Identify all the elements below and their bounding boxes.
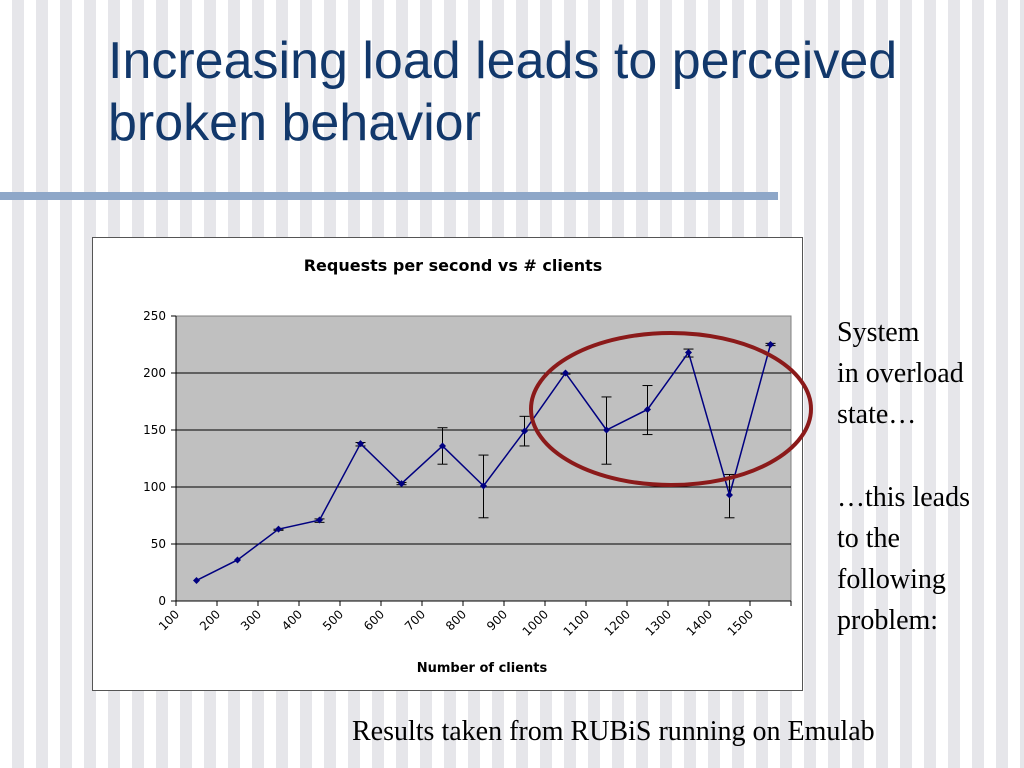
data-point-900 (521, 427, 528, 435)
source-note: Results taken from RUBiS running on Emul… (352, 716, 875, 747)
x-tick-label-600: 600 (361, 607, 387, 633)
data-point-800 (480, 482, 487, 490)
x-tick-label-900: 900 (484, 607, 510, 633)
overload-note: System in overload state… (837, 317, 964, 430)
x-tick-label-300: 300 (238, 607, 264, 633)
data-point-300 (275, 525, 282, 533)
x-tick-label-400: 400 (279, 607, 305, 633)
y-tick-label-100: 100 (143, 480, 166, 494)
data-point-500 (357, 440, 364, 448)
slide-title: Increasing load leads to perceived broke… (108, 32, 898, 152)
x-tick-label-200: 200 (197, 607, 223, 633)
x-tick-label-700: 700 (402, 607, 428, 633)
y-tick-label-150: 150 (143, 423, 166, 437)
x-tick-label-1200: 1200 (602, 607, 633, 638)
data-point-100 (193, 576, 200, 584)
x-tick-label-1400: 1400 (684, 607, 715, 638)
x-axis-title: Number of clients (417, 661, 548, 676)
x-tick-label-1500: 1500 (725, 607, 756, 638)
y-tick-label-50: 50 (151, 537, 166, 551)
x-tick-label-100: 100 (156, 607, 182, 633)
title-divider (0, 192, 778, 200)
x-tick-label-1100: 1100 (561, 607, 592, 638)
chart-title: Requests per second vs # clients (304, 256, 603, 275)
x-tick-label-1000: 1000 (520, 607, 551, 638)
data-point-200 (234, 556, 241, 564)
x-axis-ticks: 100 200 300 400 500 600 700 800 900 1000 1100 1200 1… (156, 601, 792, 639)
x-tick-label-500: 500 (320, 607, 346, 633)
y-axis-ticks: 0 50 100 150 200 250 (143, 309, 176, 608)
y-tick-label-250: 250 (143, 309, 166, 323)
data-point-600 (398, 480, 405, 488)
y-tick-label-0: 0 (158, 594, 166, 608)
axes (175, 316, 791, 602)
x-tick-label-1300: 1300 (643, 607, 674, 638)
data-point-400 (316, 516, 323, 524)
data-point-1400 (726, 491, 733, 499)
problem-note: …this leads to the following problem: (837, 482, 970, 636)
data-point-700 (439, 442, 446, 450)
chart-frame: Requests per second vs # clients 0 50 100 1… (92, 237, 803, 691)
y-tick-label-200: 200 (143, 366, 166, 380)
x-tick-label-800: 800 (443, 607, 469, 633)
requests-chart: Requests per second vs # clients 0501001… (143, 256, 792, 676)
